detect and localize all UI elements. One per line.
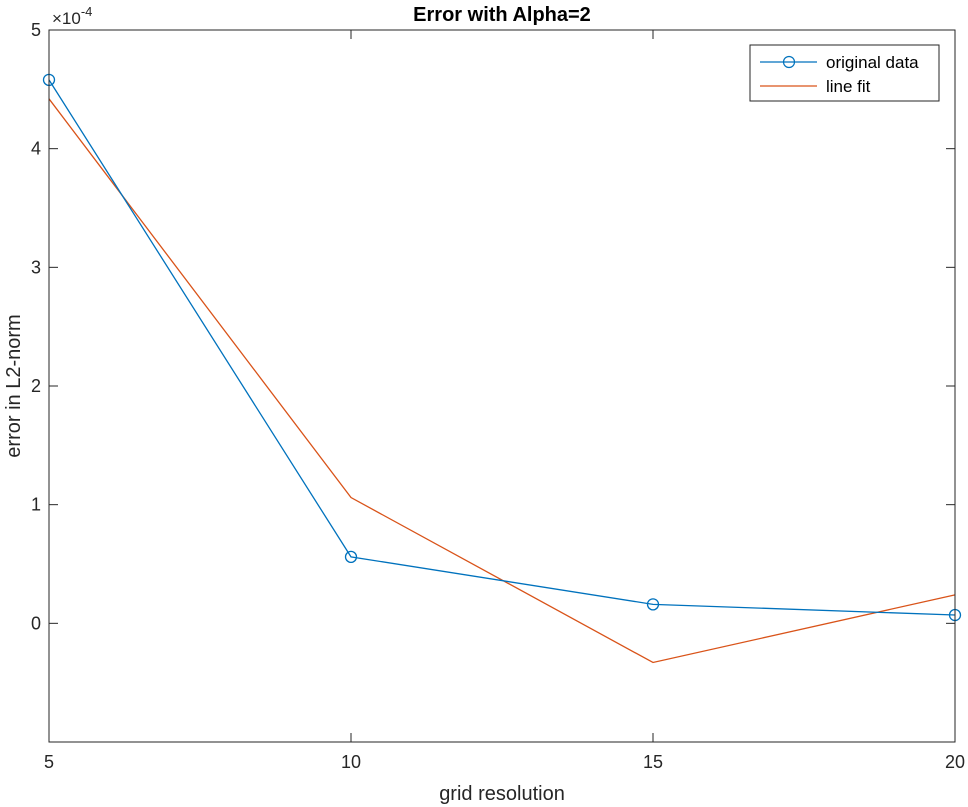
y-axis-label: error in L2-norm [3, 314, 25, 457]
data-point-original-data-15 [646, 598, 660, 611]
legend-label-line-fit: line fit [826, 77, 871, 96]
y-tick-label-0: 0 [31, 613, 41, 633]
legend-box [749, 44, 940, 102]
data-point-original-data-10 [344, 550, 358, 564]
legend: original data line fit [749, 44, 940, 102]
series-line-original-data [48, 79, 956, 616]
x-tick-label-5: 5 [44, 752, 54, 772]
x-tick-label-20: 20 [945, 752, 965, 772]
y-tick-label-5: 5 [31, 20, 41, 40]
legend-marker-original-data [782, 55, 796, 69]
legend-label-original-data: original data [826, 53, 919, 72]
x-tick-label-15: 15 [643, 752, 663, 772]
y-exponent-base: ×10 [52, 9, 81, 28]
x-tick-label-10: 10 [341, 752, 361, 772]
x-axis-label: grid resolution [439, 783, 565, 805]
ticks-layer: 5 10 15 20 0 1 2 3 4 5 [31, 20, 965, 772]
series-layer [42, 73, 962, 664]
y-tick-label-2: 2 [31, 376, 41, 396]
y-tick-label-3: 3 [31, 257, 41, 277]
y-exponent-power: -4 [81, 4, 93, 19]
y-exponent-label: ×10-4 [52, 4, 92, 28]
y-tick-label-4: 4 [31, 139, 41, 159]
chart-title: Error with Alpha=2 [413, 4, 591, 26]
y-tick-label-1: 1 [31, 495, 41, 515]
